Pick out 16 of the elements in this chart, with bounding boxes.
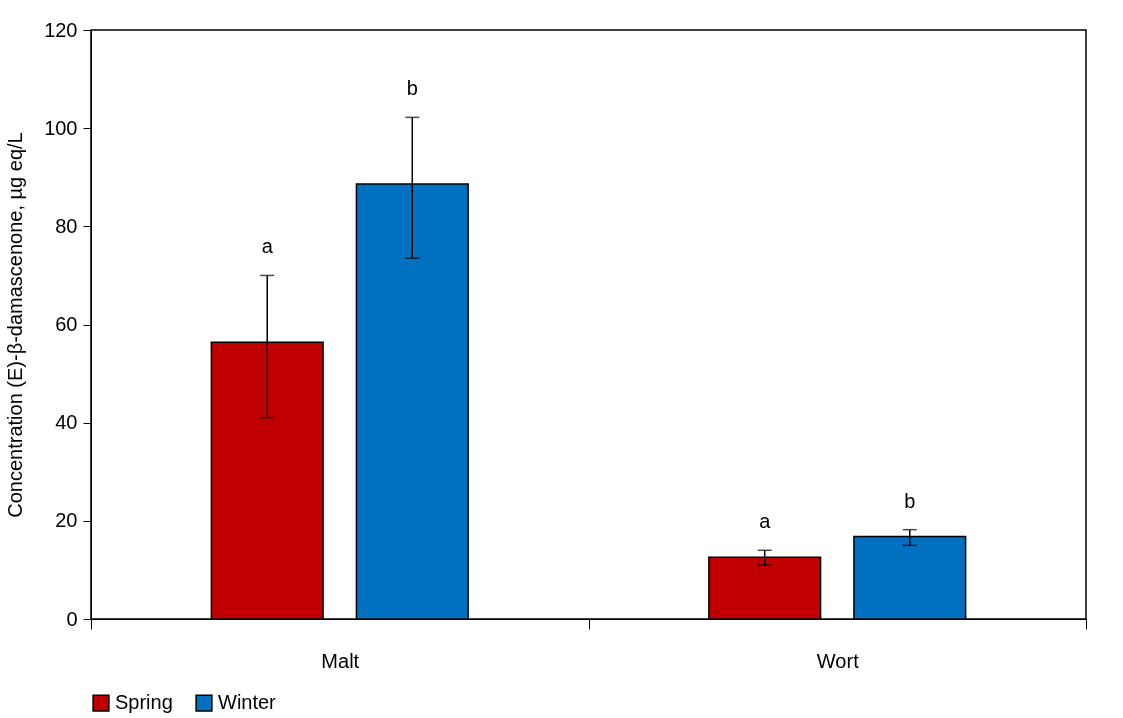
legend-label: Winter — [218, 691, 277, 714]
y-tick-label: 100 — [44, 116, 78, 139]
y-axis-title: Concentration (E)-β-damascenone, µg eq/L — [4, 132, 27, 518]
y-tick-label: 20 — [55, 509, 78, 532]
annotation: a — [261, 235, 274, 258]
x-tick-label: Wort — [816, 649, 860, 672]
y-tick-label: 80 — [55, 214, 78, 237]
y-tick-label: 0 — [66, 607, 78, 630]
legend-label: Spring — [115, 691, 173, 714]
x-tick-label: Malt — [321, 649, 360, 672]
y-tick-label: 120 — [44, 18, 78, 41]
y-tick-label: 60 — [55, 313, 78, 335]
annotation: b — [406, 77, 418, 100]
y-tick-label: 40 — [55, 411, 78, 434]
annotation: a — [759, 510, 772, 533]
annotation: b — [904, 489, 916, 512]
